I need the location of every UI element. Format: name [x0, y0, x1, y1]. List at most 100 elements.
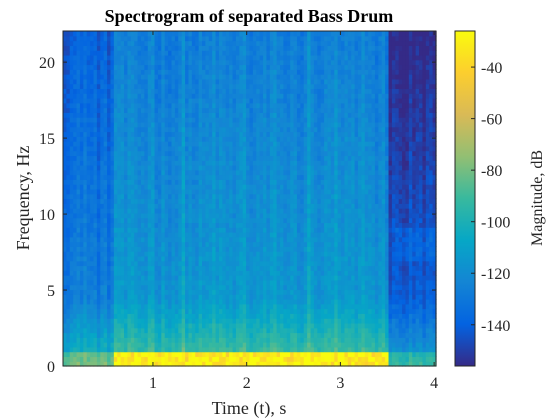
heatmap-cell	[174, 313, 179, 319]
heatmap-cell	[215, 69, 220, 75]
heatmap-cell	[76, 31, 81, 37]
heatmap-cell	[296, 232, 301, 238]
heatmap-cell	[242, 117, 247, 123]
heatmap-cell	[296, 117, 301, 123]
heatmap-cell	[208, 59, 213, 66]
heatmap-cell	[107, 217, 112, 224]
heatmap-cell	[181, 93, 186, 99]
heatmap-cell	[202, 69, 207, 75]
heatmap-cell	[73, 93, 78, 99]
heatmap-cell	[185, 102, 190, 109]
heatmap-cell	[212, 145, 217, 152]
heatmap-cell	[147, 208, 152, 214]
heatmap-cell	[229, 40, 234, 46]
heatmap-cell	[205, 251, 210, 257]
heatmap-cell	[188, 313, 193, 319]
heatmap-cell	[283, 284, 288, 291]
heatmap-cell	[256, 98, 261, 104]
heatmap-cell	[107, 50, 112, 56]
heatmap-cell	[66, 332, 71, 338]
heatmap-cell	[246, 145, 251, 152]
heatmap-cell	[222, 145, 227, 152]
heatmap-cell	[69, 251, 74, 257]
heatmap-cell	[157, 69, 162, 75]
heatmap-cell	[191, 337, 196, 343]
heatmap-cell	[103, 342, 108, 348]
heatmap-cell	[235, 107, 240, 113]
heatmap-cell	[229, 241, 234, 247]
heatmap-cell	[181, 289, 186, 295]
heatmap-cell	[283, 136, 288, 142]
heatmap-cell	[69, 155, 74, 161]
heatmap-cell	[96, 102, 101, 109]
heatmap-cell	[246, 193, 251, 200]
heatmap-cell	[151, 126, 156, 133]
heatmap-cell	[188, 351, 193, 358]
heatmap-cell	[263, 208, 268, 214]
heatmap-cell	[137, 160, 142, 166]
heatmap-cell	[174, 31, 179, 37]
heatmap-cell	[263, 337, 268, 343]
heatmap-cell	[263, 260, 268, 267]
heatmap-cell	[137, 212, 142, 219]
heatmap-cell	[117, 289, 122, 295]
heatmap-cell	[69, 160, 74, 166]
heatmap-cell	[181, 184, 186, 190]
heatmap-cell	[191, 212, 196, 219]
heatmap-cell	[296, 361, 301, 367]
heatmap-cell	[300, 40, 305, 46]
heatmap-cell	[300, 208, 305, 214]
heatmap-cell	[225, 188, 230, 195]
heatmap-cell	[103, 50, 108, 56]
heatmap-cell	[100, 351, 105, 358]
heatmap-cell	[202, 107, 207, 113]
heatmap-cell	[130, 112, 135, 118]
heatmap-cell	[205, 112, 210, 118]
heatmap-cell	[191, 270, 196, 276]
heatmap-cell	[113, 150, 118, 157]
heatmap-cell	[212, 184, 217, 190]
heatmap-cell	[140, 54, 145, 61]
heatmap-cell	[154, 346, 159, 353]
heatmap-cell	[73, 150, 78, 157]
heatmap-cell	[130, 98, 135, 104]
heatmap-cell	[276, 260, 281, 267]
heatmap-cell	[73, 112, 78, 118]
heatmap-cell	[188, 145, 193, 152]
heatmap-cell	[66, 31, 71, 37]
heatmap-cell	[93, 346, 98, 353]
heatmap-cell	[171, 227, 176, 233]
heatmap-cell	[188, 318, 193, 324]
heatmap-cell	[202, 83, 207, 90]
heatmap-cell	[140, 150, 145, 157]
heatmap-cell	[188, 188, 193, 195]
heatmap-cell	[151, 102, 156, 109]
heatmap-cell	[113, 299, 118, 305]
heatmap-cell	[266, 179, 271, 185]
heatmap-cell	[263, 212, 268, 219]
heatmap-cell	[191, 313, 196, 319]
heatmap-cell	[79, 217, 84, 224]
heatmap-cell	[185, 31, 190, 37]
heatmap-cell	[137, 93, 142, 99]
heatmap-cell	[269, 121, 274, 128]
heatmap-cell	[140, 198, 145, 204]
heatmap-cell	[113, 318, 118, 324]
heatmap-cell	[93, 78, 98, 85]
heatmap-cell	[154, 303, 159, 310]
heatmap-cell	[96, 279, 101, 286]
heatmap-cell	[127, 208, 132, 214]
heatmap-cell	[296, 40, 301, 46]
heatmap-cell	[164, 327, 169, 334]
heatmap-cell	[178, 260, 183, 267]
heatmap-cell	[90, 327, 95, 334]
heatmap-cell	[263, 270, 268, 276]
heatmap-cell	[79, 98, 84, 104]
heatmap-cell	[168, 126, 173, 133]
heatmap-cell	[195, 45, 200, 51]
heatmap-cell	[293, 121, 298, 128]
heatmap-cell	[300, 212, 305, 219]
heatmap-cell	[246, 88, 251, 94]
heatmap-cell	[107, 346, 112, 353]
heatmap-cell	[174, 50, 179, 56]
